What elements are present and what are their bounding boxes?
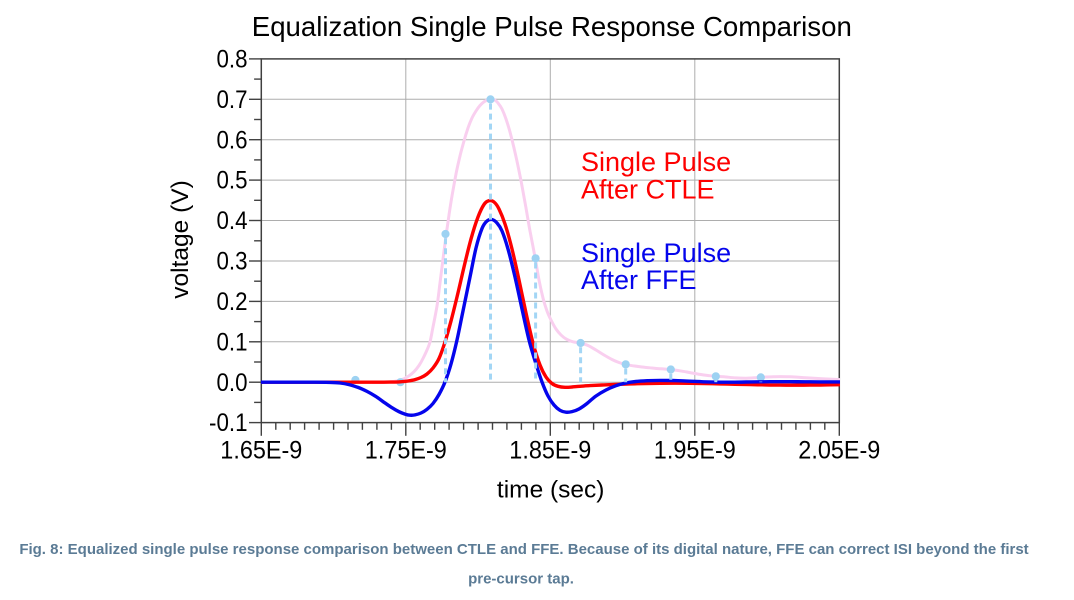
svg-text:voltage (V): voltage (V) (167, 180, 194, 298)
svg-text:0.4: 0.4 (217, 207, 248, 235)
svg-text:Equalization Single Pulse Resp: Equalization Single Pulse Response Compa… (252, 11, 852, 42)
svg-text:After CTLE: After CTLE (581, 174, 715, 204)
svg-text:1.85E-9: 1.85E-9 (509, 437, 591, 465)
svg-text:1.95E-9: 1.95E-9 (654, 437, 736, 465)
svg-text:0.2: 0.2 (217, 288, 248, 316)
svg-text:1.65E-9: 1.65E-9 (220, 437, 302, 465)
svg-text:0.5: 0.5 (217, 167, 248, 195)
svg-text:Single Pulse: Single Pulse (581, 238, 731, 268)
svg-text:pre-cursor tap.: pre-cursor tap. (468, 570, 574, 587)
svg-text:0.3: 0.3 (217, 248, 248, 276)
svg-text:time (sec): time (sec) (497, 477, 605, 504)
svg-text:0.1: 0.1 (217, 328, 248, 356)
svg-text:Single Pulse: Single Pulse (581, 147, 731, 177)
svg-text:0.8: 0.8 (217, 46, 248, 74)
svg-text:-0.1: -0.1 (209, 409, 248, 437)
svg-text:Fig. 8: Equalized single pulse: Fig. 8: Equalized single pulse response … (19, 541, 1028, 558)
svg-text:0.7: 0.7 (217, 86, 248, 114)
svg-text:1.75E-9: 1.75E-9 (365, 437, 447, 465)
svg-text:2.05E-9: 2.05E-9 (798, 437, 880, 465)
svg-text:After FFE: After FFE (581, 265, 697, 295)
svg-text:0.6: 0.6 (217, 126, 248, 154)
svg-text:0.0: 0.0 (217, 369, 248, 397)
